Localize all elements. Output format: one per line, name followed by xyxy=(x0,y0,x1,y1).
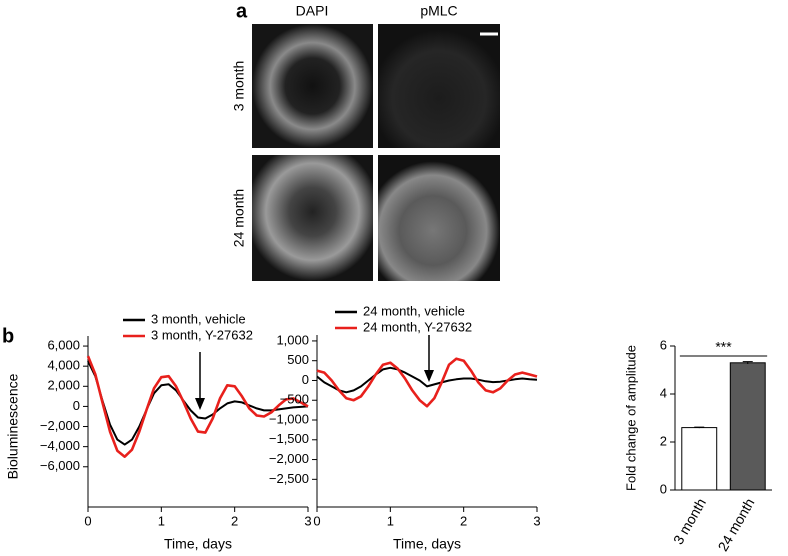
bar xyxy=(729,362,766,491)
micrograph xyxy=(378,155,500,281)
legend-label: 3 month, Y-27632 xyxy=(151,327,253,342)
line-series xyxy=(316,357,538,408)
y-tick-label: 500 xyxy=(287,352,309,367)
line-series xyxy=(86,355,309,458)
micrograph xyxy=(252,155,373,281)
y-tick-label: −1,000 xyxy=(269,411,309,426)
panel-label: b xyxy=(2,325,14,347)
y-tick-label: 2,000 xyxy=(47,378,80,393)
panel-label: a xyxy=(236,0,248,22)
significance-label: *** xyxy=(715,339,732,355)
y-tick-label: 1,000 xyxy=(276,332,309,347)
x-tick-label: 3 xyxy=(304,513,311,528)
line-series xyxy=(316,366,538,394)
y-tick-label: −2,000 xyxy=(269,451,309,466)
y-tick-label: −2,500 xyxy=(269,471,309,486)
x-tick-label: 1 xyxy=(387,513,394,528)
row-label: 3 month xyxy=(231,61,247,112)
y-tick-label: −500 xyxy=(280,392,309,407)
x-tick-label: 0 xyxy=(84,513,91,528)
bar xyxy=(681,427,718,491)
y-tick-label: −6,000 xyxy=(40,458,80,473)
y-axis-label: Fold change of amplitude xyxy=(623,345,638,491)
micrograph xyxy=(252,24,373,148)
y-tick-label: −4,000 xyxy=(40,438,80,453)
y-tick-label: 2 xyxy=(660,433,667,448)
y-tick-label: −2,000 xyxy=(40,418,80,433)
x-axis-label: Time, days xyxy=(393,536,461,552)
x-tick-label: 3 xyxy=(533,513,540,528)
y-tick-label: 0 xyxy=(302,372,309,387)
arrow xyxy=(195,335,434,410)
x-axis-label: Time, days xyxy=(164,536,232,552)
y-tick-label: 6 xyxy=(660,337,667,352)
x-tick-label: 2 xyxy=(460,513,467,528)
x-tick-label: 0 xyxy=(313,513,320,528)
micrograph xyxy=(378,24,500,148)
y-tick-label: 6,000 xyxy=(47,337,80,352)
x-tick-label: 3 month xyxy=(670,495,709,547)
x-tick-label: 2 xyxy=(231,513,238,528)
y-axis-label: Bioluminescence xyxy=(5,373,21,479)
y-tick-label: 4,000 xyxy=(47,358,80,373)
x-tick-label: 1 xyxy=(158,513,165,528)
y-tick-label: 0 xyxy=(660,481,667,496)
column-label: DAPI xyxy=(296,3,329,19)
x-tick-label: 24 month xyxy=(715,495,758,554)
column-label: pMLC xyxy=(420,3,457,19)
legend-label: 24 month, Y-27632 xyxy=(363,319,472,334)
legend-label: 3 month, vehicle xyxy=(151,311,246,326)
row-label: 24 month xyxy=(231,189,247,247)
line-series xyxy=(87,360,309,446)
y-tick-label: −1,500 xyxy=(269,431,309,446)
y-tick-label: 0 xyxy=(73,398,80,413)
legend-label: 24 month, vehicle xyxy=(363,303,465,318)
y-tick-label: 4 xyxy=(660,385,667,400)
error-bar xyxy=(742,361,753,364)
error-bar xyxy=(694,426,705,429)
